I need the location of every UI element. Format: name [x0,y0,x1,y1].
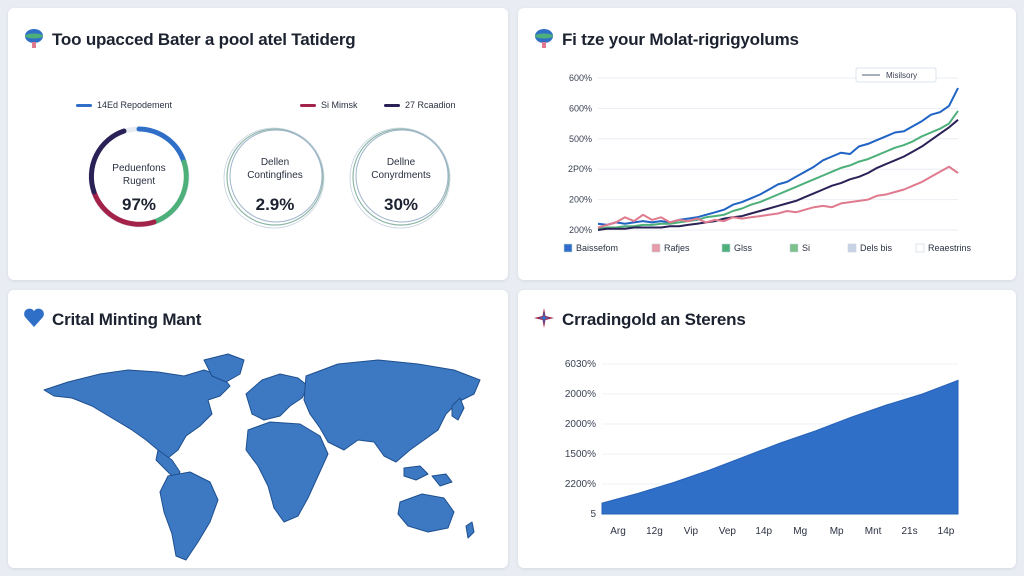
series-line [597,87,959,226]
gauge-ring [223,127,325,229]
x-tick-label: Mnt [865,526,882,537]
x-tick-label: Arg [610,526,626,537]
series-line [597,165,959,229]
new-guinea [431,473,453,487]
world-map-continents [43,353,481,561]
series-line [597,119,959,231]
gauge-ring [349,127,451,229]
gauge-label-1: Dellen [260,157,290,168]
legend-swatch [384,103,400,107]
gauge-label-2: Rugent [122,176,156,187]
kpi-legend-item: Si Mimsk [300,100,358,110]
area-chart-title: Crradingold an Sterens [562,310,746,329]
globe-pin-icon [535,29,553,48]
bottom-legend-label: Glss [734,243,753,253]
globe-pin-icon [25,29,43,48]
x-tick-label: Vip [684,526,699,537]
gauge-value: 30% [383,195,419,214]
map-panel-title: Crital Minting Mant [52,310,202,329]
x-tick-label: 14p [755,526,772,537]
legend-swatch [76,103,92,107]
x-tick-label: Vep [719,526,737,537]
kpi-legend-label: 14Ed Repodement [97,100,173,110]
africa [245,421,329,523]
map-panel: Crital Minting Mant [8,290,508,568]
x-tick-label: 14p [938,526,955,537]
gauge-label-1: Peduenfons [112,163,166,174]
area-chart: 6030% 2000% 2000% 1500% 2200% 5 Arg 12g Vip Vep 14… [565,359,959,537]
gauge-commitments: Dellne Conyrdments 30% [346,122,456,232]
bottom-legend-swatch [915,243,925,253]
x-tick-label: 21s [901,526,917,537]
new-zealand [465,521,475,539]
bottom-legend-swatch [563,243,573,253]
y-tick-label: 2P0% [568,164,592,174]
kpi-legend-item: 27 Rcaadion [384,100,456,110]
gauge-contingencies: Dellen Contingfines 2.9% [220,122,330,232]
x-tick-label: Mg [793,526,807,537]
line-chart-title: Fi tze your Molat-rigrigyolums [562,30,799,49]
gauge-label-1: Dellne [386,157,416,168]
gauge-value: 97% [121,195,157,214]
area-chart-panel: Crradingold an Sterens 6030% 2000% 2000% 15… [518,290,1016,568]
bottom-legend-label: Dels bis [860,243,893,253]
legend-box [855,67,937,83]
area-fill [601,379,959,515]
bottom-legend-swatch [847,243,857,253]
legend-swatch [300,103,316,107]
bottom-legend-label: Reaestrins [928,243,972,253]
world-map [43,353,481,561]
y-tick-label: 2000% [565,419,596,430]
y-tick-label: 600% [569,73,592,83]
kpi-legend-item: 14Ed Repodement [76,100,172,110]
y-tick-label: 2000% [565,389,596,400]
y-tick-label: 600% [569,103,592,113]
gauge-value: 2.9% [255,195,295,214]
y-tick-label: 200% [569,225,592,235]
heart-icon [24,308,44,327]
kpi-panel-title: Too upacced Bater a pool atel Tatiderg [52,30,356,49]
sparkle-icon [534,308,554,328]
bottom-legend-swatch [651,243,661,253]
y-tick-label: 500% [569,134,592,144]
x-tick-label: Mp [830,526,844,537]
gauge-label-2: Conyrdments [371,170,431,181]
y-tick-label: 6030% [565,359,596,370]
kpi-legend-label: 27 Rcaadion [405,100,456,110]
bottom-legend-label: Baissefom [576,243,618,253]
gauge-retention: Peduenfons Rugent 97% [84,122,194,232]
south-america [159,471,219,561]
gauge-label-2: Contingfines [247,170,303,181]
indonesia [403,465,429,481]
y-tick-label: 2200% [565,479,596,490]
asia [303,359,481,463]
y-tick-label: 1500% [565,449,596,460]
y-tick-label: 200% [569,195,592,205]
north-america [43,369,231,459]
legend-box-label: Misilsory [886,71,917,80]
japan [451,397,465,421]
bottom-legend-swatch [721,243,731,253]
bottom-legend-label: Rafjes [664,243,690,253]
europe [245,373,309,421]
greenland [203,353,245,383]
bottom-legend-swatch [789,243,799,253]
australia [397,493,455,533]
x-tick-label: 12g [646,526,663,537]
gauge-ring [88,126,190,228]
kpi-legend-label: Si Mimsk [321,100,358,110]
kpi-panel: Too upacced Bater a pool atel Tatiderg 1… [8,8,508,280]
line-chart-panel: Fi tze your Molat-rigrigyolums 600% 600% 5… [518,8,1016,280]
bottom-legend-label: Si [802,243,810,253]
line-chart: 600% 600% 500% 2P0% 200% 200% Misilsory Baissef… [563,67,972,253]
series-line [597,110,959,230]
y-tick-label: 5 [590,509,596,520]
